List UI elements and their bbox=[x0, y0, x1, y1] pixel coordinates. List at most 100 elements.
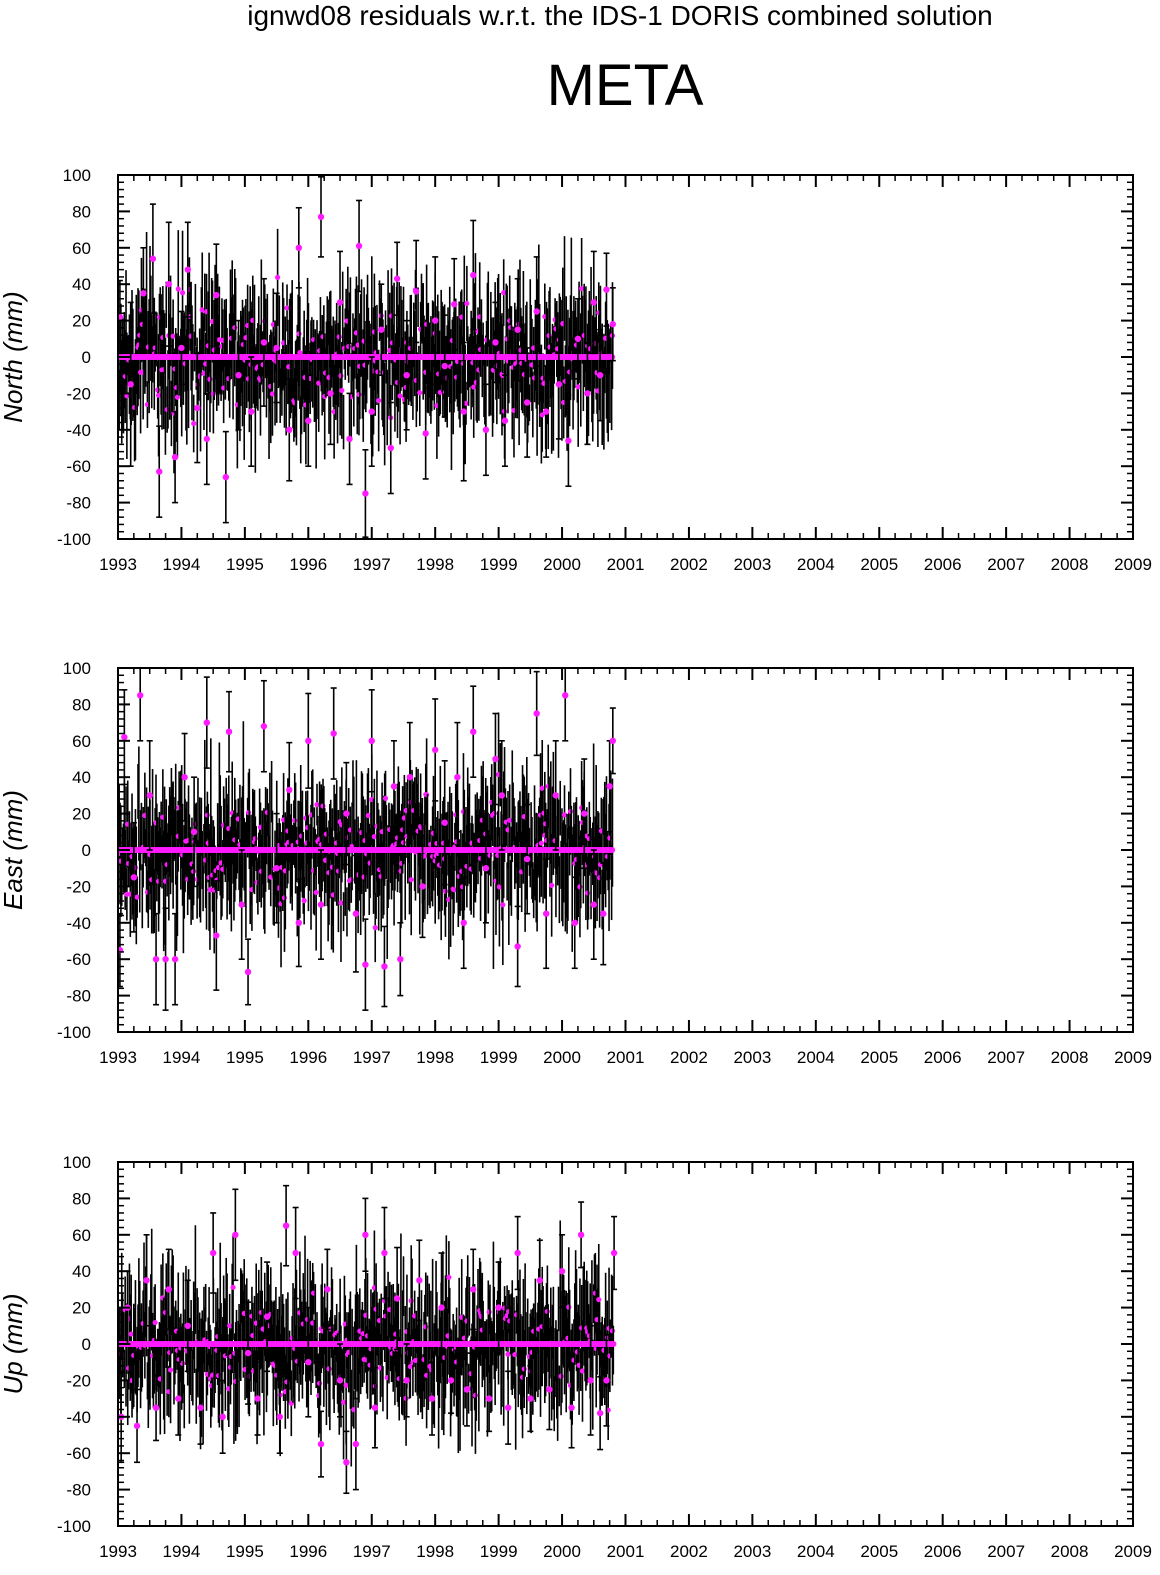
dense-residuals-east bbox=[118, 712, 614, 969]
data-point bbox=[446, 1274, 452, 1280]
data-point bbox=[371, 834, 377, 840]
data-point bbox=[419, 883, 426, 890]
data-point-group bbox=[336, 250, 344, 355]
data-point-group bbox=[149, 203, 157, 315]
data-point bbox=[199, 307, 205, 313]
data-point bbox=[219, 1413, 226, 1421]
data-point bbox=[165, 281, 172, 288]
data-point-group bbox=[171, 410, 179, 504]
data-point bbox=[371, 1404, 379, 1411]
data-point bbox=[273, 865, 280, 872]
data-point bbox=[222, 473, 230, 481]
data-point bbox=[362, 490, 369, 497]
data-point bbox=[460, 408, 467, 415]
x-tick-label: 2005 bbox=[860, 1542, 898, 1561]
data-point-group bbox=[165, 221, 172, 347]
x-tick-label: 2003 bbox=[733, 1542, 771, 1561]
station-title: META bbox=[546, 53, 704, 118]
data-point-group bbox=[422, 387, 429, 480]
data-point-group bbox=[533, 670, 540, 757]
panel-up: 1993 1994 1995 1996 1997 1998 1999 2000 2001 2002… bbox=[0, 1153, 1152, 1561]
data-point-group bbox=[222, 430, 230, 524]
x-tick-label: 2005 bbox=[860, 555, 898, 574]
x-tick-label: 2000 bbox=[543, 1542, 581, 1561]
x-tick-label: 2008 bbox=[1051, 555, 1089, 574]
data-point-group bbox=[393, 1246, 401, 1351]
data-point-group bbox=[305, 374, 312, 468]
data-point-group bbox=[482, 812, 490, 924]
data-point-group bbox=[596, 1375, 604, 1451]
data-point bbox=[343, 1382, 349, 1388]
data-point-group bbox=[514, 1215, 521, 1291]
data-point-group bbox=[143, 1234, 150, 1327]
x-tick-label: 2004 bbox=[797, 1048, 835, 1067]
data-point-group bbox=[118, 279, 124, 355]
data-point bbox=[204, 812, 210, 818]
data-point bbox=[555, 381, 563, 388]
data-point bbox=[539, 412, 545, 418]
data-point bbox=[356, 391, 362, 398]
panel-north: 1993 1994 1995 1996 1997 1998 1999 2000 2001 2002… bbox=[0, 166, 1152, 574]
panel-east: 1993 1994 1995 1996 1997 1998 1999 2000 2001 2002… bbox=[0, 659, 1152, 1067]
data-point bbox=[313, 889, 319, 896]
data-point-group bbox=[260, 277, 268, 407]
data-point bbox=[203, 719, 211, 726]
data-point bbox=[492, 755, 499, 763]
x-tick-label: 1996 bbox=[289, 555, 327, 574]
data-point-group bbox=[355, 199, 363, 293]
data-point bbox=[533, 308, 540, 315]
y-tick-label: 80 bbox=[72, 202, 91, 221]
data-point bbox=[281, 895, 288, 901]
figure-suptitle: ignwd08 residuals w.r.t. the IDS-1 DORIS… bbox=[247, 0, 993, 31]
data-point-group bbox=[232, 1188, 239, 1282]
figure-header: ignwd08 residuals w.r.t. the IDS-1 DORIS… bbox=[0, 0, 1160, 130]
x-tick-label: 2008 bbox=[1051, 1048, 1089, 1067]
x-tick-label: 1995 bbox=[226, 555, 264, 574]
data-point bbox=[585, 890, 591, 896]
data-point bbox=[596, 1409, 604, 1417]
data-point bbox=[121, 733, 128, 741]
data-point-group bbox=[431, 698, 439, 802]
data-point-group bbox=[171, 912, 179, 1006]
data-point bbox=[507, 817, 513, 823]
data-point bbox=[447, 1377, 455, 1384]
data-point bbox=[416, 1277, 423, 1284]
data-point-group bbox=[248, 356, 255, 468]
data-point bbox=[362, 1231, 369, 1239]
x-tick-label: 1999 bbox=[480, 1542, 518, 1561]
data-point bbox=[263, 1313, 271, 1320]
data-point-group bbox=[317, 1410, 325, 1478]
data-point-group bbox=[362, 918, 369, 1011]
data-point-group bbox=[152, 912, 160, 1006]
data-point bbox=[225, 728, 233, 735]
x-tick-label: 2001 bbox=[607, 1048, 645, 1067]
data-point-group bbox=[533, 256, 540, 367]
data-point bbox=[422, 430, 429, 437]
data-point-group bbox=[140, 247, 147, 340]
data-point bbox=[496, 884, 503, 890]
data-point bbox=[194, 404, 201, 412]
data-point-group bbox=[197, 1370, 204, 1445]
x-tick-label: 1998 bbox=[416, 1048, 454, 1067]
data-point-group bbox=[346, 392, 353, 486]
data-point bbox=[305, 1359, 312, 1366]
data-point bbox=[133, 1422, 141, 1430]
data-point bbox=[372, 925, 378, 931]
data-point bbox=[606, 783, 613, 790]
data-point bbox=[538, 840, 544, 846]
data-point bbox=[175, 286, 181, 292]
data-point bbox=[406, 774, 414, 781]
data-point bbox=[495, 1304, 502, 1311]
data-point bbox=[552, 792, 559, 799]
data-point-group bbox=[492, 301, 499, 384]
data-point bbox=[438, 1304, 445, 1311]
data-point bbox=[596, 372, 604, 379]
y-tick-label: -100 bbox=[57, 1023, 91, 1042]
data-point-group bbox=[482, 383, 490, 477]
data-point bbox=[393, 275, 401, 282]
data-point-group bbox=[286, 378, 293, 482]
data-point bbox=[275, 274, 281, 280]
data-point-group bbox=[406, 721, 414, 833]
data-point bbox=[174, 394, 181, 400]
data-point bbox=[539, 785, 545, 791]
